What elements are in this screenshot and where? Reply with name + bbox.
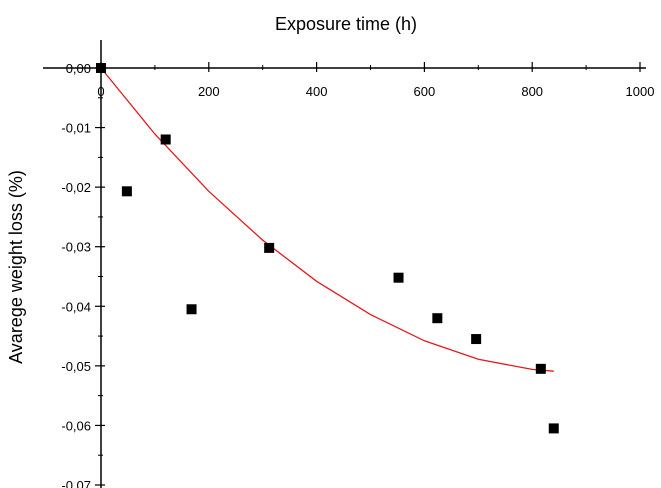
y-tick-label: -0,06 xyxy=(61,418,91,433)
x-tick-label: 0 xyxy=(97,84,104,99)
data-point xyxy=(264,242,275,253)
x-tick-label: 200 xyxy=(198,84,220,99)
y-axis-title: Avarege weight loss (%) xyxy=(6,170,26,364)
data-point xyxy=(160,134,171,145)
x-tick-label: 400 xyxy=(306,84,328,99)
y-tick-label: -0,05 xyxy=(61,359,91,374)
data-point xyxy=(186,304,197,315)
axes: 0 200 400 600 800 1000 0,00 -0,01 -0,02 -0,03 -0,0… xyxy=(43,40,654,488)
y-tick-label: 0,00 xyxy=(66,61,91,76)
data-point xyxy=(96,63,106,73)
data-point xyxy=(393,272,404,283)
data-point xyxy=(548,423,559,434)
y-tick-label: -0,01 xyxy=(61,121,91,136)
fit-curve xyxy=(100,67,554,372)
x-tick-label: 1000 xyxy=(626,84,655,99)
y-tick-label: -0,07 xyxy=(61,478,91,488)
x-tick-label: 800 xyxy=(521,84,543,99)
y-tick-label: -0,02 xyxy=(61,180,91,195)
y-tick-label: -0,03 xyxy=(61,240,91,255)
data-point xyxy=(121,186,132,197)
data-point xyxy=(535,363,546,374)
data-point xyxy=(471,334,482,345)
chart-marks xyxy=(96,63,559,434)
data-point xyxy=(432,313,443,324)
x-axis-title: Exposure time (h) xyxy=(275,14,417,34)
x-tick-label: 600 xyxy=(414,84,436,99)
y-tick-label: -0,04 xyxy=(61,299,91,314)
